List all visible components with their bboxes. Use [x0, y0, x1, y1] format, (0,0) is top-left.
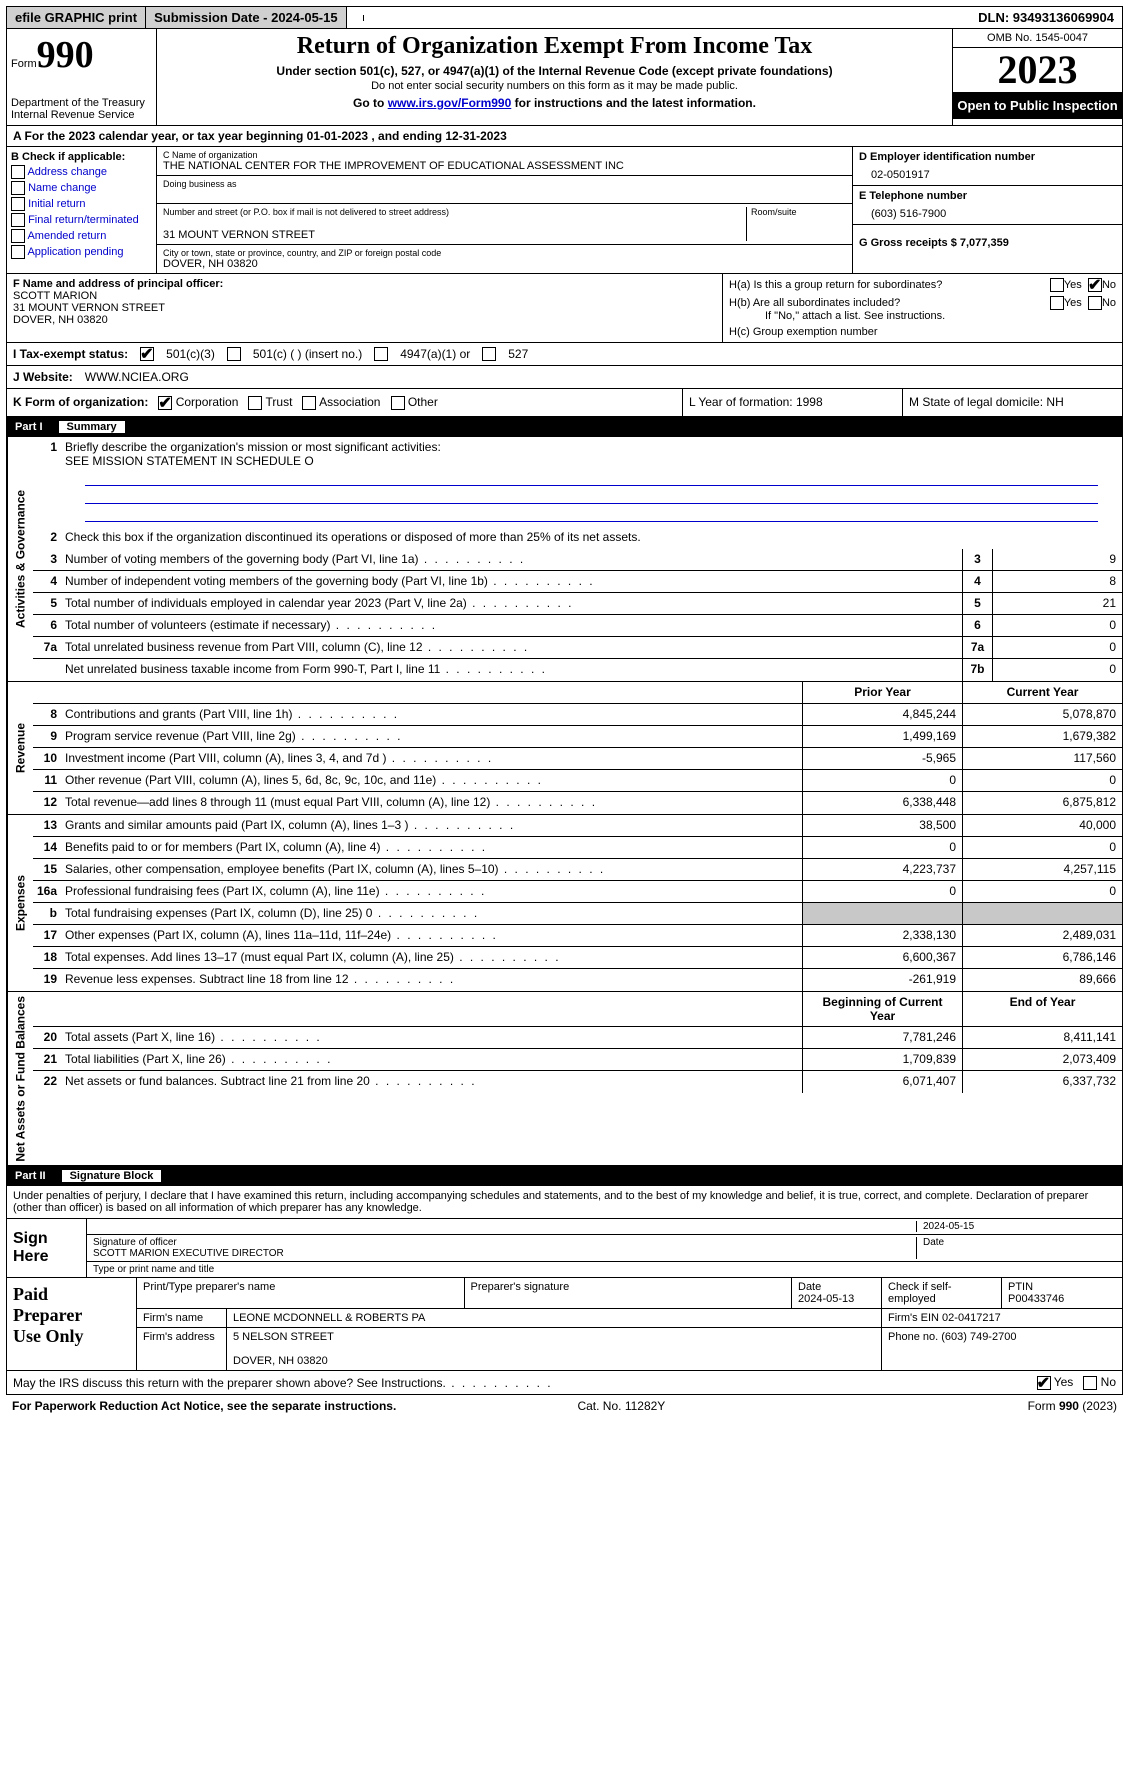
col-de: D Employer identification number 02-0501…: [852, 147, 1122, 273]
form-subtitle: Under section 501(c), 527, or 4947(a)(1)…: [161, 64, 948, 78]
open-public-badge: Open to Public Inspection: [953, 92, 1122, 119]
revenue-block: Revenue Prior Year Current Year 8Contrib…: [6, 682, 1123, 815]
chk-initial-return[interactable]: [11, 197, 25, 211]
topbar: efile GRAPHIC print Submission Date - 20…: [6, 6, 1123, 29]
goto-line: Go to www.irs.gov/Form990 for instructio…: [161, 96, 948, 110]
chk-corp[interactable]: [158, 396, 172, 410]
line-a-taxyear: A For the 2023 calendar year, or tax yea…: [6, 126, 1123, 147]
chk-discuss-yes[interactable]: [1037, 1376, 1051, 1390]
gross-receipts: G Gross receipts $ 7,077,359: [859, 237, 1116, 249]
sign-here-block: SignHere 2024-05-15 Signature of officer…: [6, 1219, 1123, 1278]
perjury-declaration: Under penalties of perjury, I declare th…: [6, 1186, 1123, 1219]
chk-app-pending[interactable]: [11, 245, 25, 259]
form-number: 990: [37, 34, 94, 76]
chk-name-change[interactable]: [11, 181, 25, 195]
vtab-governance: Activities & Governance: [7, 437, 33, 681]
state-domicile: M State of legal domicile: NH: [902, 389, 1122, 416]
submission-date: Submission Date - 2024-05-15: [146, 7, 347, 28]
chk-final-return[interactable]: [11, 213, 25, 227]
tax-year: 2023: [953, 48, 1122, 92]
mission-value: SEE MISSION STATEMENT IN SCHEDULE O: [65, 454, 314, 468]
vtab-netassets: Net Assets or Fund Balances: [7, 992, 33, 1166]
chk-4947[interactable]: [374, 347, 388, 361]
principal-officer: F Name and address of principal officer:…: [7, 274, 722, 342]
efile-print-button[interactable]: efile GRAPHIC print: [7, 7, 146, 28]
hdr-prior-year: Prior Year: [802, 682, 962, 703]
col-b-title: B Check if applicable:: [11, 151, 152, 163]
chk-amended[interactable]: [11, 229, 25, 243]
netassets-block: Net Assets or Fund Balances Beginning of…: [6, 992, 1123, 1167]
col-c-org-info: C Name of organization THE NATIONAL CENT…: [157, 147, 852, 273]
row-i-tax-status: I Tax-exempt status: 501(c)(3) 501(c) ( …: [6, 343, 1123, 366]
discuss-row: May the IRS discuss this return with the…: [6, 1371, 1123, 1395]
addr-label: Number and street (or P.O. box if mail i…: [163, 207, 746, 217]
city-label: City or town, state or province, country…: [163, 248, 846, 258]
vtab-revenue: Revenue: [7, 682, 33, 814]
city-value: DOVER, NH 03820: [163, 258, 846, 270]
paid-preparer-block: PaidPreparerUse Only Print/Type preparer…: [6, 1278, 1123, 1371]
form-title: Return of Organization Exempt From Incom…: [161, 33, 948, 60]
ein-label: D Employer identification number: [859, 151, 1116, 163]
chk-527[interactable]: [482, 347, 496, 361]
footer: For Paperwork Reduction Act Notice, see …: [6, 1395, 1123, 1417]
room-label: Room/suite: [751, 207, 846, 217]
chk-trust[interactable]: [248, 396, 262, 410]
part2-header: Part II Signature Block: [6, 1166, 1123, 1186]
vtab-expenses: Expenses: [7, 815, 33, 991]
group-return: H(a) Is this a group return for subordin…: [722, 274, 1122, 342]
form-label: Form: [11, 58, 37, 70]
dba-label: Doing business as: [163, 179, 846, 189]
chk-hb-yes[interactable]: [1050, 296, 1064, 310]
col-b-checkboxes: B Check if applicable: Address change Na…: [7, 147, 157, 273]
org-name-label: C Name of organization: [163, 150, 846, 160]
dln: DLN: 93493136069904: [970, 7, 1122, 28]
part1-header: Part I Summary: [6, 417, 1123, 437]
ssn-warning: Do not enter social security numbers on …: [161, 80, 948, 92]
phone-label: E Telephone number: [859, 190, 1116, 202]
row-j-website: J Website: WWW.NCIEA.ORG: [6, 366, 1123, 389]
chk-address-change[interactable]: [11, 165, 25, 179]
form-header: Form990 Department of the Treasury Inter…: [6, 29, 1123, 126]
expenses-block: Expenses 13Grants and similar amounts pa…: [6, 815, 1123, 992]
row-fh: F Name and address of principal officer:…: [6, 274, 1123, 343]
addr-value: 31 MOUNT VERNON STREET: [163, 229, 315, 241]
officer-name: SCOTT MARION EXECUTIVE DIRECTOR: [93, 1248, 284, 1259]
phone-value: (603) 516-7900: [859, 208, 1116, 220]
hdr-bcy: Beginning of Current Year: [802, 992, 962, 1026]
hdr-eoy: End of Year: [962, 992, 1122, 1026]
chk-assoc[interactable]: [302, 396, 316, 410]
year-formation: L Year of formation: 1998: [682, 389, 902, 416]
website-value: WWW.NCIEA.ORG: [85, 370, 189, 384]
chk-ha-no[interactable]: [1088, 278, 1102, 292]
chk-discuss-no[interactable]: [1083, 1376, 1097, 1390]
spacer: [347, 15, 364, 21]
governance-block: Activities & Governance 1 Briefly descri…: [6, 437, 1123, 682]
chk-501c[interactable]: [227, 347, 241, 361]
chk-hb-no[interactable]: [1088, 296, 1102, 310]
omb-number: OMB No. 1545-0047: [953, 29, 1122, 48]
firm-name: LEONE MCDONNELL & ROBERTS PA: [227, 1309, 882, 1327]
org-name: THE NATIONAL CENTER FOR THE IMPROVEMENT …: [163, 160, 846, 172]
hdr-current-year: Current Year: [962, 682, 1122, 703]
chk-other[interactable]: [391, 396, 405, 410]
irs-link[interactable]: www.irs.gov/Form990: [388, 96, 512, 110]
row-klm: K Form of organization: Corporation Trus…: [6, 389, 1123, 417]
section-bcde: B Check if applicable: Address change Na…: [6, 147, 1123, 274]
chk-501c3[interactable]: [140, 347, 154, 361]
dept-treasury: Department of the Treasury Internal Reve…: [11, 97, 152, 121]
ein-value: 02-0501917: [859, 169, 1116, 181]
chk-ha-yes[interactable]: [1050, 278, 1064, 292]
sign-date: 2024-05-15: [916, 1221, 1116, 1232]
